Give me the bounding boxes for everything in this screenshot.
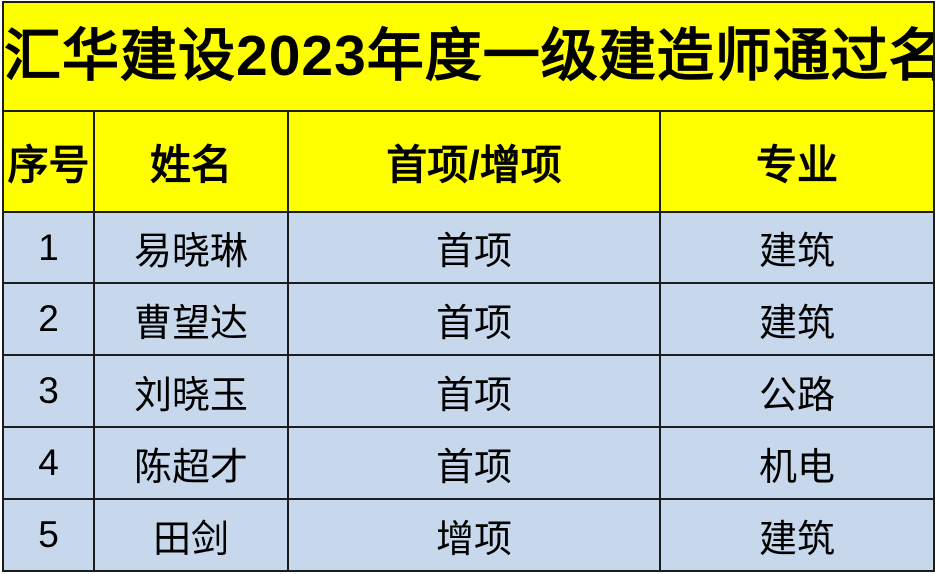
cell-type: 首项 [287,426,661,501]
table-header-row: 序号 姓名 首项/增项 专业 [2,110,935,213]
cell-type: 首项 [287,210,661,285]
cell-type: 首项 [287,282,661,357]
cell-major: 机电 [659,426,935,501]
column-header-name: 姓名 [93,110,289,213]
cell-serial: 2 [2,282,95,357]
cell-name: 曹望达 [93,282,289,357]
title-row: 汇华建设2023年度一级建造师通过名单 [2,0,935,113]
table-row: 1 易晓琳 首项 建筑 [2,210,935,285]
column-header-type: 首项/增项 [287,110,661,213]
cell-major: 建筑 [659,498,935,572]
cell-major: 公路 [659,354,935,429]
cell-serial: 4 [2,426,95,501]
column-header-major: 专业 [659,110,935,213]
cell-serial: 1 [2,210,95,285]
cell-name: 陈超才 [93,426,289,501]
page-title: 汇华建设2023年度一级建造师通过名单 [2,0,935,113]
cell-major: 建筑 [659,282,935,357]
column-header-serial: 序号 [2,110,95,213]
cell-name: 刘晓玉 [93,354,289,429]
table-row: 3 刘晓玉 首项 公路 [2,354,935,429]
table-row: 5 田剑 增项 建筑 [2,498,935,572]
cell-major: 建筑 [659,210,935,285]
cell-type: 首项 [287,354,661,429]
cell-serial: 5 [2,498,95,572]
cell-name: 田剑 [93,498,289,572]
table-row: 4 陈超才 首项 机电 [2,426,935,501]
cell-name: 易晓琳 [93,210,289,285]
cell-serial: 3 [2,354,95,429]
table-row: 2 曹望达 首项 建筑 [2,282,935,357]
cell-type: 增项 [287,498,661,572]
